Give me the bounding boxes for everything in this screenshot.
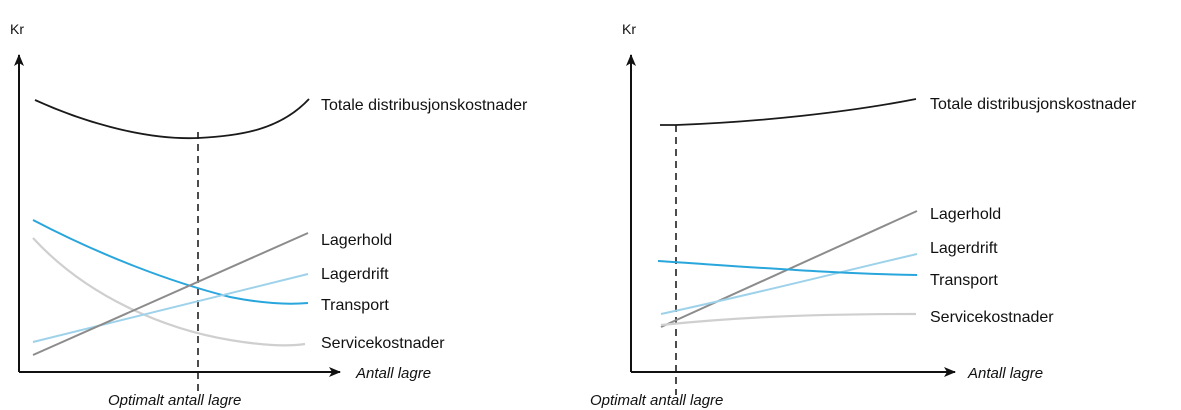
- right-optimum-label: Optimalt antall lagre: [590, 392, 723, 409]
- left-service-curve: [32, 237, 306, 347]
- left-total-label: Totale distribusjonskostnader: [321, 97, 528, 114]
- left-lagerhold-label: Lagerhold: [321, 232, 392, 249]
- left-transport-curve: [32, 219, 309, 305]
- right-lagerdrift-curve: [660, 253, 918, 315]
- left-lagerdrift-label: Lagerdrift: [321, 266, 389, 283]
- right-total-label: Totale distribusjonskostnader: [930, 96, 1137, 113]
- left-transport-label: Transport: [321, 297, 389, 314]
- left-total-curve: [34, 98, 310, 140]
- right-service-curve: [660, 312, 917, 327]
- right-transport-curve: [657, 260, 918, 276]
- right-service-label: Servicekostnader: [930, 309, 1054, 326]
- right-lagerdrift-label: Lagerdrift: [930, 240, 998, 257]
- left-panel: Kr Antall lagre Optimalt antall lagre To…: [10, 21, 528, 409]
- right-lagerhold-label: Lagerhold: [930, 206, 1001, 223]
- left-lagerdrift-curve: [32, 273, 309, 343]
- left-x-axis-label: Antall lagre: [355, 365, 431, 382]
- right-y-axis-label: Kr: [622, 21, 636, 37]
- left-optimum-label: Optimalt antall lagre: [108, 392, 241, 409]
- right-transport-label: Transport: [930, 272, 998, 289]
- left-y-axis-label: Kr: [10, 21, 24, 37]
- right-total-curve: [660, 98, 917, 126]
- right-x-axis-label: Antall lagre: [967, 365, 1043, 382]
- left-service-label: Servicekostnader: [321, 335, 445, 352]
- right-panel: Kr Antall lagre Optimalt antall lagre To…: [590, 21, 1137, 409]
- left-lagerhold-curve: [32, 232, 309, 356]
